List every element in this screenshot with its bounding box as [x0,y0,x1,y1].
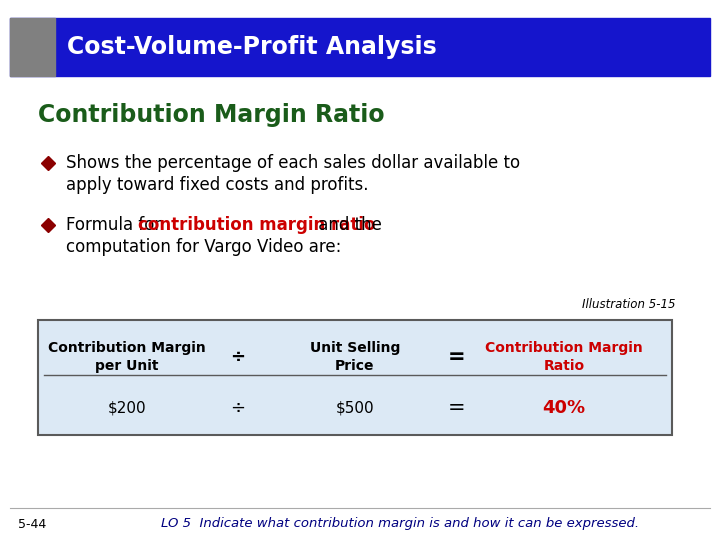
Text: $500: $500 [336,401,374,415]
Text: Contribution Margin: Contribution Margin [48,341,206,355]
Bar [10,18,55,76]
Text: $200: $200 [107,401,146,415]
Bar [10,18,710,76]
Text: ÷: ÷ [230,399,246,417]
Text: computation for Vargo Video are:: computation for Vargo Video are: [66,238,341,256]
Text: Illustration 5-15: Illustration 5-15 [582,299,675,312]
Text: Contribution Margin Ratio: Contribution Margin Ratio [38,103,384,127]
Text: Ratio: Ratio [544,359,585,373]
Text: Unit Selling: Unit Selling [310,341,400,355]
Text: apply toward fixed costs and profits.: apply toward fixed costs and profits. [66,176,369,194]
Text: Price: Price [336,359,374,373]
Text: LO 5  Indicate what contribution margin is and how it can be expressed.: LO 5 Indicate what contribution margin i… [161,517,639,530]
Text: =: = [448,347,465,367]
Text: Cost-Volume-Profit Analysis: Cost-Volume-Profit Analysis [67,35,437,59]
Text: =: = [448,398,465,418]
Text: and the: and the [313,216,382,234]
Text: ÷: ÷ [230,348,246,366]
Text: Shows the percentage of each sales dollar available to: Shows the percentage of each sales dolla… [66,154,520,172]
Text: Formula for: Formula for [66,216,166,234]
Text: per Unit: per Unit [95,359,158,373]
Text: 40%: 40% [543,399,586,417]
Text: 5-44: 5-44 [18,517,46,530]
Text: Contribution Margin: Contribution Margin [485,341,643,355]
Text: contribution margin ratio: contribution margin ratio [138,216,376,234]
Bar [38,320,672,435]
